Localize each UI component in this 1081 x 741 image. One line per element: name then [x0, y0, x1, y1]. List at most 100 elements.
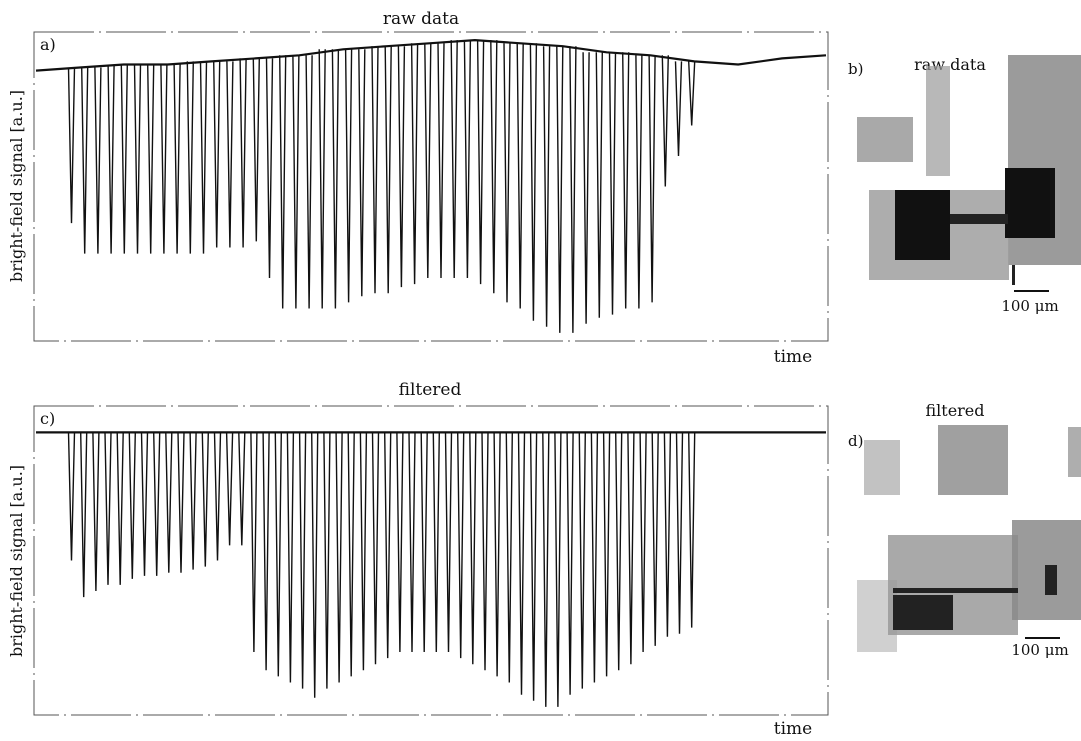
trace-dip	[437, 43, 445, 279]
trace-dip	[627, 432, 635, 665]
panel-a-signal	[35, 38, 827, 333]
panel-a-raw-trace: raw data a) bright-field signal [a.u.] t…	[7, 9, 829, 367]
trace-dip	[274, 432, 282, 677]
cell-black-bridge	[950, 214, 1008, 224]
trace-dip	[648, 55, 656, 303]
trace-dip	[292, 55, 300, 309]
trace-dip	[213, 432, 222, 561]
trace-dip	[201, 432, 209, 567]
trace-dip	[213, 61, 221, 248]
trace-dip	[450, 40, 458, 279]
panel-a-label: a)	[40, 35, 56, 54]
trace-dip	[80, 432, 88, 598]
trace-dip	[371, 46, 379, 294]
cell-grey-topmid-d	[938, 425, 1008, 495]
trace-dip	[331, 49, 340, 309]
trace-dip	[674, 61, 683, 157]
trace-dip	[396, 432, 404, 653]
trace-dip	[688, 432, 696, 628]
trace-dip	[67, 67, 76, 224]
trace-dip	[147, 64, 155, 254]
trace-dip	[493, 432, 501, 677]
trace-dip	[639, 432, 647, 653]
trace-dip	[463, 40, 472, 279]
cell-grey-topmid	[926, 66, 950, 176]
trace-dip	[410, 43, 419, 285]
trace-dip	[250, 432, 258, 653]
trace-dip	[225, 432, 234, 546]
trace-dip	[189, 432, 197, 570]
trace-dip	[505, 432, 513, 683]
trace-dip	[311, 432, 319, 698]
panel-d-scalebar-label: 100 μm	[1011, 641, 1068, 659]
trace-dip	[239, 58, 247, 248]
panel-a-frame	[33, 31, 829, 342]
panel-b-title: raw data	[914, 55, 986, 74]
trace-dip	[358, 49, 366, 297]
cell-black-bar-d	[893, 588, 1018, 593]
trace-dip	[397, 46, 406, 288]
trace-dip	[542, 432, 550, 707]
trace-dip	[517, 432, 526, 695]
panel-d-title: filtered	[925, 401, 984, 420]
trace-dip	[556, 46, 564, 333]
panel-a-title: raw data	[383, 9, 459, 29]
trace-dip	[469, 432, 477, 665]
trace-dip	[305, 55, 313, 309]
panel-b-raw-image: raw data b) 100 μm	[848, 55, 1081, 315]
trace-dip	[120, 64, 128, 254]
trace-dip	[675, 432, 684, 634]
trace-dip	[344, 49, 353, 303]
panel-c-title: filtered	[399, 380, 462, 400]
trace-dip	[262, 432, 270, 671]
trace-dip	[107, 64, 115, 254]
trace-dip	[582, 52, 590, 324]
trace-dip	[554, 432, 562, 707]
trace-dip	[67, 432, 76, 561]
trace-dip	[408, 432, 416, 653]
trace-dip	[529, 43, 538, 321]
trace-dip	[186, 61, 194, 254]
trace-dip	[529, 432, 538, 701]
trace-dip	[133, 64, 142, 254]
trace-dip	[384, 432, 392, 659]
trace-dip	[569, 46, 577, 333]
panel-d-filtered-image: filtered d) 100 μm	[848, 401, 1081, 659]
trace-dip	[81, 67, 89, 254]
trace-dip	[476, 40, 485, 285]
trace-dip	[622, 52, 630, 309]
trace-dip	[444, 432, 453, 653]
trace-dip	[457, 432, 465, 659]
trace-dip	[651, 432, 659, 646]
trace-dip	[371, 432, 380, 665]
trace-dip	[116, 432, 124, 585]
trace-dip	[661, 55, 669, 187]
trace-dip	[503, 43, 511, 303]
trace-dip	[298, 432, 307, 689]
trace-dip	[318, 49, 326, 309]
trace-dip	[481, 432, 489, 671]
trace-dip	[424, 43, 432, 279]
trace-dip	[595, 52, 603, 318]
panel-d-label: d)	[848, 432, 863, 450]
trace-dip	[615, 432, 623, 671]
panel-c-label: c)	[40, 409, 55, 428]
trace-dip	[199, 61, 208, 254]
trace-dip	[432, 432, 440, 653]
trace-dip	[335, 432, 343, 683]
panel-c-frame	[33, 405, 829, 716]
trace-dip	[279, 55, 287, 309]
panel-c-ylabel: bright-field signal [a.u.]	[7, 465, 26, 657]
panel-c-xlabel: time	[774, 719, 812, 739]
trace-dip	[490, 40, 498, 294]
cell-black-right-d	[1045, 565, 1057, 595]
trace-dip	[153, 432, 161, 576]
trace-dip	[226, 61, 234, 248]
trace-dip	[608, 52, 617, 315]
trace-dip	[384, 46, 392, 294]
trace-dip	[165, 432, 173, 573]
trace-dip	[173, 64, 181, 254]
cell-dark-stem	[1012, 265, 1015, 285]
panel-c-filtered-trace: filtered c) bright-field signal [a.u.] t…	[7, 380, 829, 739]
trace-dip	[128, 432, 136, 579]
